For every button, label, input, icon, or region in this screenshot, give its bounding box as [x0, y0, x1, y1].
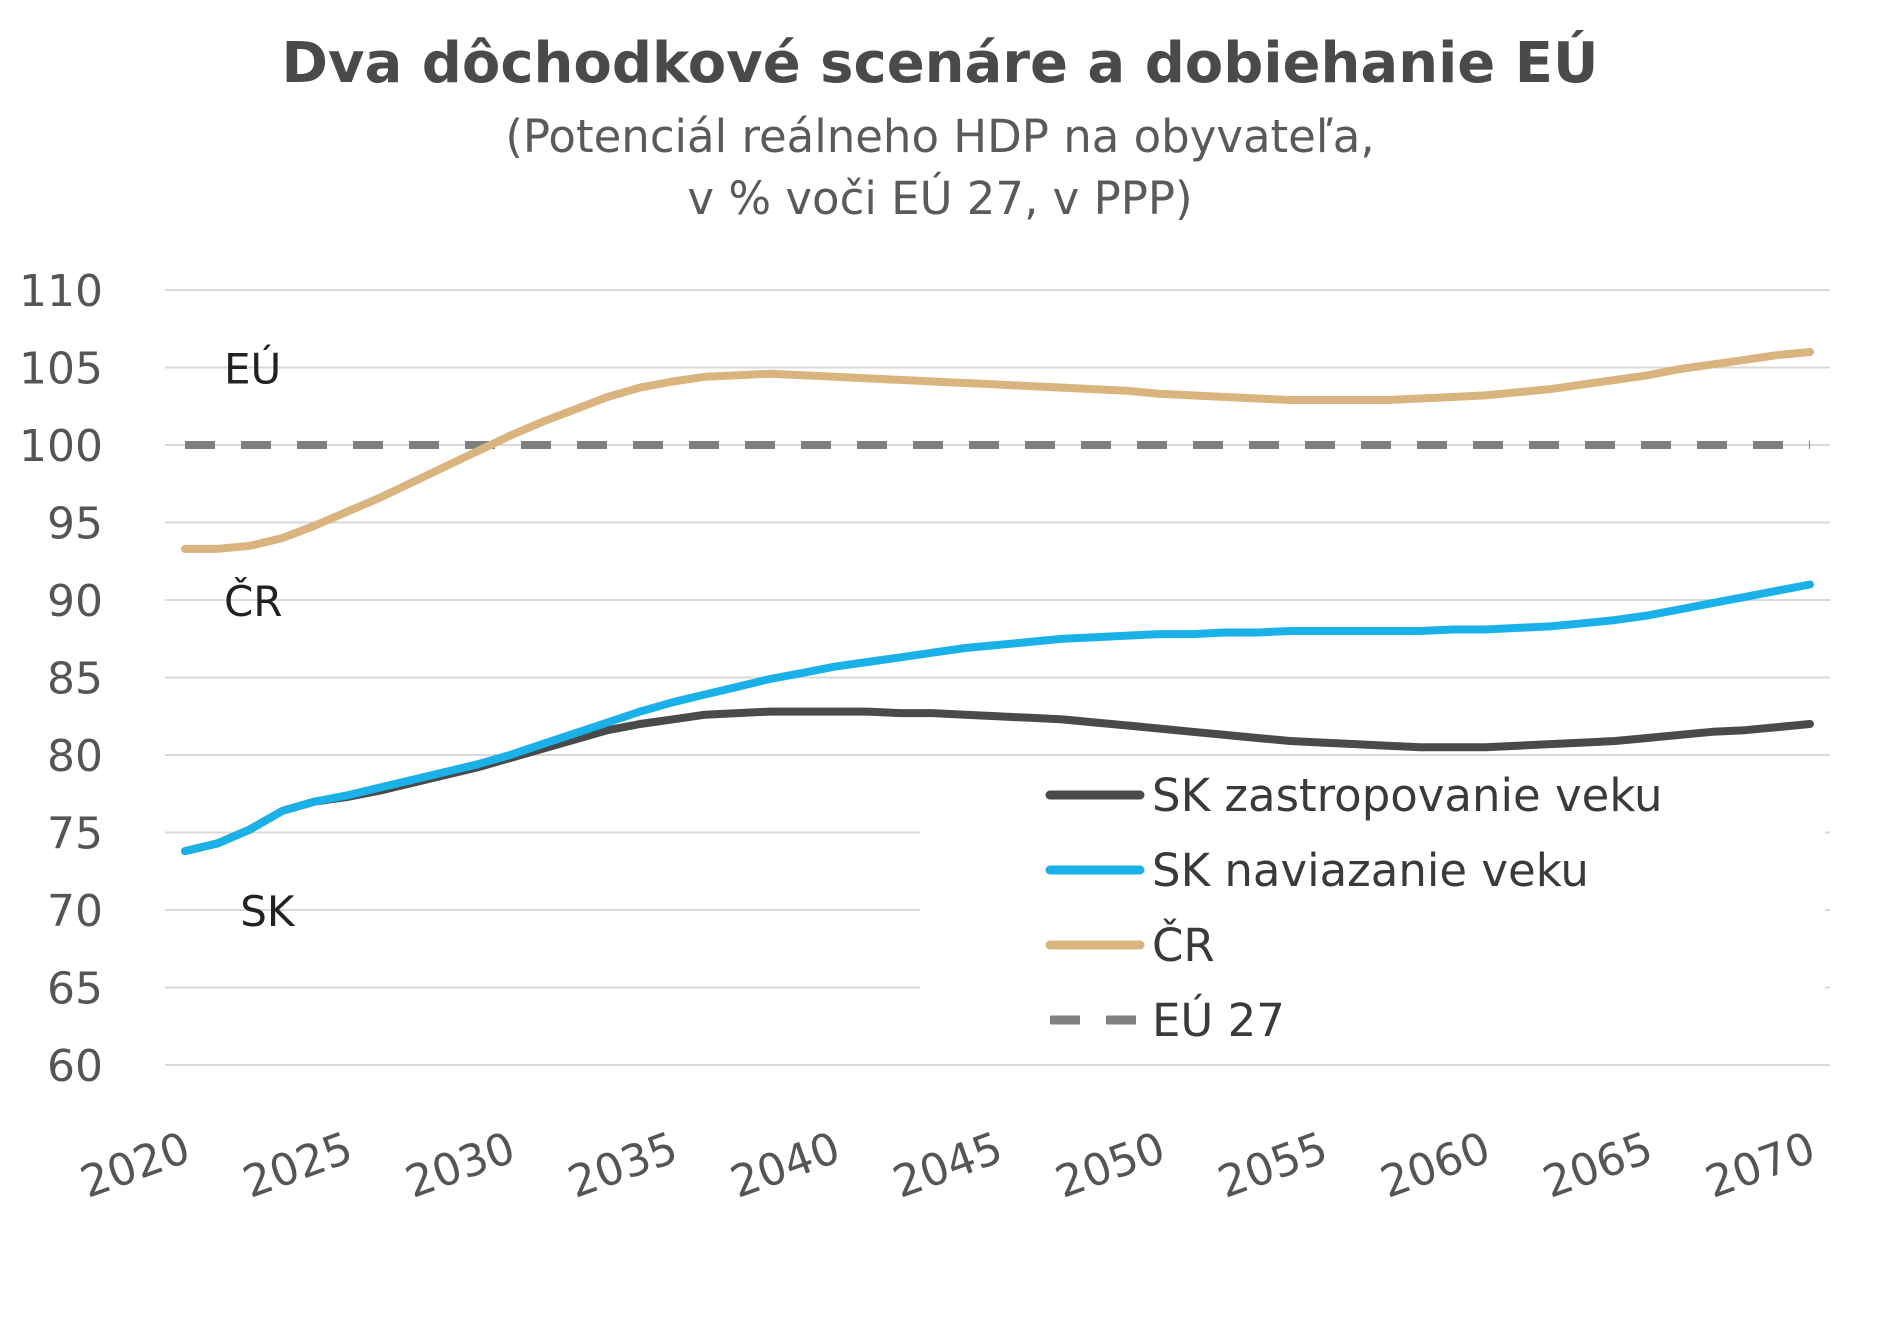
x-tick-label: 2055	[1212, 1122, 1335, 1208]
x-tick-label: 2020	[74, 1122, 197, 1208]
legend-label: EÚ 27	[1152, 994, 1285, 1047]
chart-subtitle-line-1: (Potenciál reálneho HDP na obyvateľa,	[505, 110, 1374, 163]
chart-title: Dva dôchodkové scenáre a dobiehanie EÚ	[282, 31, 1599, 96]
y-tick-label: 95	[47, 499, 103, 550]
legend: SK zastropovanie veku SK naviazanie veku Č…	[920, 760, 1825, 1060]
series-lines	[181, 348, 1814, 856]
y-tick-label: 60	[47, 1041, 103, 1092]
x-tick-label: 2035	[562, 1122, 685, 1208]
y-tick-label: 70	[47, 886, 103, 937]
y-axis-ticks: 110 105 100 95 90 85 80 75 70 65 60	[19, 266, 103, 1092]
y-tick-label: 65	[47, 964, 103, 1015]
legend-label: SK naviazanie veku	[1152, 844, 1589, 897]
x-tick-label: 2070	[1699, 1122, 1822, 1208]
chart-subtitle-line-2: v % voči EÚ 27, v PPP)	[687, 172, 1192, 225]
annotations: EÚ ČR SK	[224, 344, 296, 937]
y-tick-label: 75	[47, 809, 103, 860]
x-tick-label: 2030	[399, 1122, 522, 1208]
x-tick-label: 2025	[237, 1122, 360, 1208]
y-tick-label: 80	[47, 731, 103, 782]
y-tick-label: 100	[19, 421, 103, 472]
y-tick-label: 90	[47, 576, 103, 627]
x-tick-label: 2065	[1537, 1122, 1660, 1208]
x-tick-label: 2060	[1374, 1122, 1497, 1208]
y-tick-label: 85	[47, 654, 103, 705]
annotation-label: EÚ	[224, 344, 281, 394]
annotation-label: ČR	[224, 576, 283, 626]
x-tick-label: 2045	[887, 1122, 1010, 1208]
annotation-label: SK	[240, 887, 296, 936]
series-line-1	[181, 580, 1814, 856]
x-tick-label: 2050	[1049, 1122, 1172, 1208]
legend-background	[920, 760, 1825, 1060]
y-tick-label: 110	[19, 266, 103, 317]
legend-label: ČR	[1152, 919, 1215, 972]
legend-label: SK zastropovanie veku	[1152, 769, 1663, 822]
series-line-2	[181, 348, 1814, 553]
x-tick-label: 2040	[724, 1122, 847, 1208]
y-tick-label: 105	[19, 344, 103, 395]
x-axis-ticks: 2020 2025 2030 2035 2040 2045 2050 2055 2060 2065…	[74, 1122, 1822, 1208]
